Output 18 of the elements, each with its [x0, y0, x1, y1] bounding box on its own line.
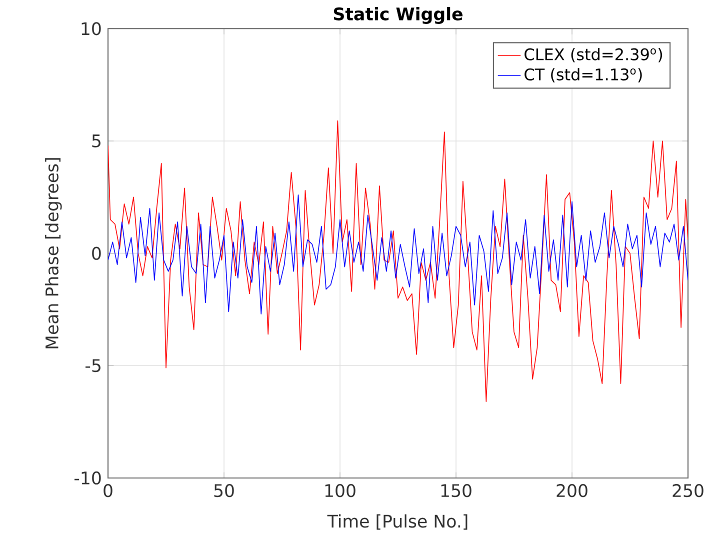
legend-label: CLEX (std=2.39$^{o}$) [524, 48, 662, 62]
y-tick-label: 5 [92, 134, 100, 148]
y-tick-label: 0 [92, 246, 101, 260]
y-tick-label: 10 [82, 22, 101, 36]
x-axis-title: Time [Pulse No.] [327, 514, 468, 530]
line-series [108, 120, 688, 402]
x-tick-label: 50 [214, 484, 234, 498]
line-series [108, 194, 688, 314]
chart-title: Static Wiggle [334, 7, 462, 24]
y-tick-label: -5 [86, 359, 100, 372]
y-axis-title: Mean Phase [degrees] [45, 158, 62, 348]
x-tick-label: 150 [441, 484, 472, 498]
x-tick-label: 100 [325, 484, 356, 498]
x-tick-label: 250 [672, 484, 704, 498]
legend-label: CT (std=1.13$^{o}$) [524, 68, 642, 82]
y-tick-label: -10 [74, 471, 101, 485]
x-tick-label: 0 [104, 484, 112, 498]
x-tick-label: 200 [556, 484, 588, 498]
